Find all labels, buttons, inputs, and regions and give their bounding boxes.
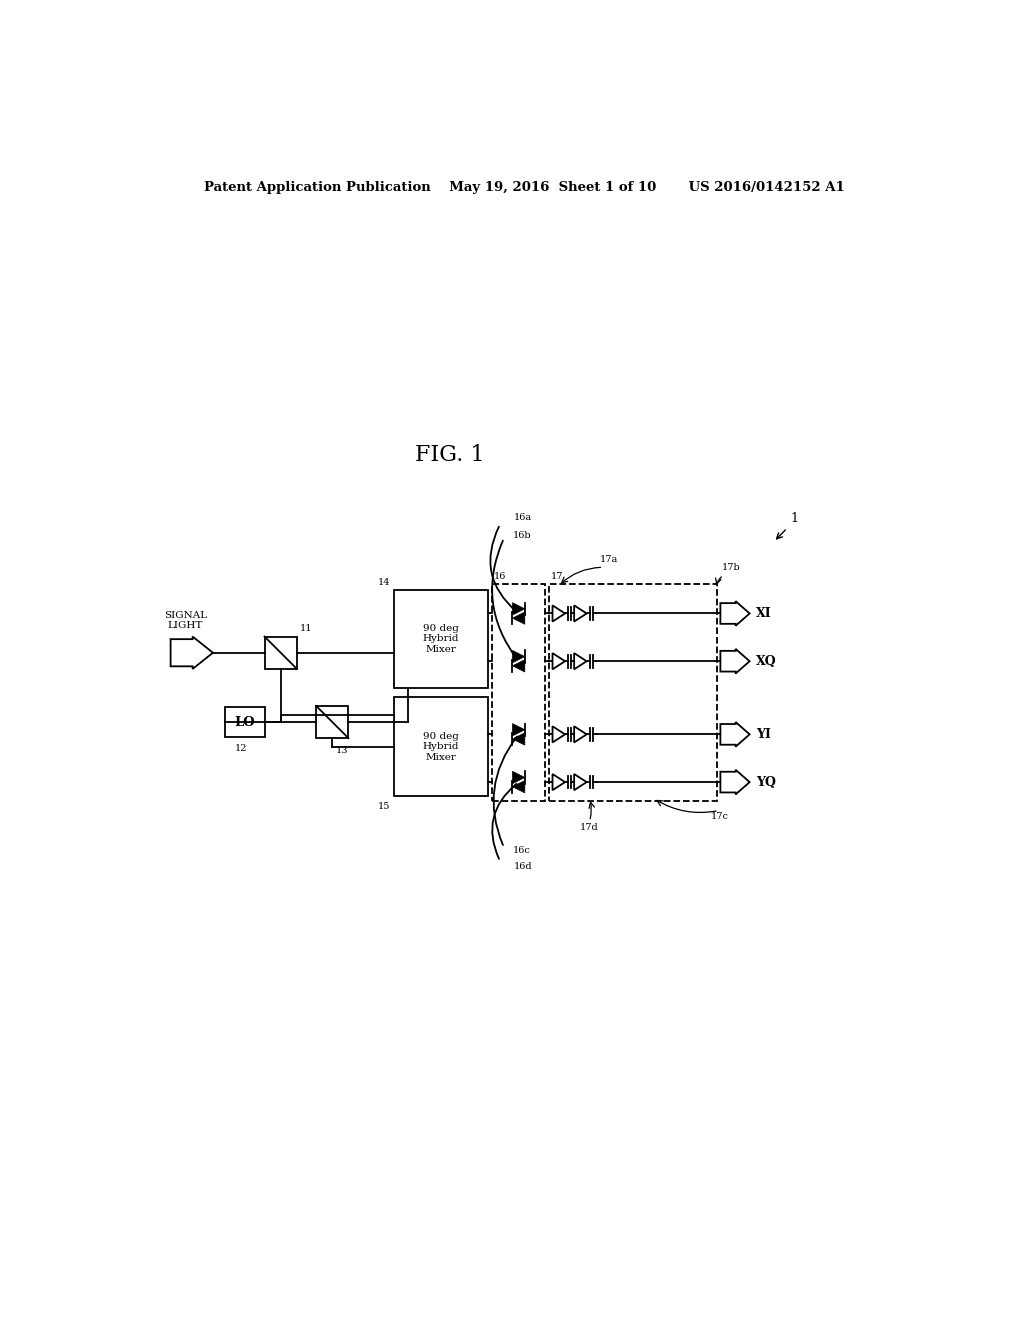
Text: 17a: 17a [599,556,617,564]
Polygon shape [720,722,750,747]
Text: Patent Application Publication    May 19, 2016  Sheet 1 of 10       US 2016/0142: Patent Application Publication May 19, 2… [205,181,845,194]
Text: XI: XI [756,607,771,620]
Polygon shape [512,780,524,793]
Polygon shape [574,726,587,742]
Text: 14: 14 [378,578,390,586]
Bar [224,706,264,738]
Text: 15: 15 [378,803,390,810]
Text: 13: 13 [336,746,348,755]
Bar [264,636,297,669]
Bar [316,706,348,738]
Bar [394,697,487,796]
Text: 17b: 17b [722,562,740,572]
Text: 12: 12 [236,743,248,752]
Polygon shape [171,636,213,669]
Text: 17d: 17d [581,822,599,832]
Polygon shape [574,774,587,791]
Text: 90 deg
Hybrid
Mixer: 90 deg Hybrid Mixer [423,731,459,762]
Text: 16d: 16d [514,862,532,871]
Polygon shape [720,649,750,673]
Polygon shape [512,612,524,624]
Text: 1: 1 [791,512,799,525]
Polygon shape [553,726,565,742]
Bar [493,585,545,801]
Bar [550,585,717,801]
Polygon shape [574,606,587,622]
Polygon shape [512,651,524,663]
Text: 16a: 16a [514,513,532,521]
Text: LO: LO [234,715,255,729]
Text: 90 deg
Hybrid
Mixer: 90 deg Hybrid Mixer [423,624,459,653]
Text: YI: YI [756,727,771,741]
Polygon shape [512,771,524,784]
Polygon shape [720,770,750,795]
Polygon shape [720,601,750,626]
Polygon shape [512,723,524,737]
Text: XQ: XQ [756,655,776,668]
Text: 11: 11 [300,624,312,634]
Polygon shape [553,774,565,791]
Polygon shape [574,653,587,669]
Text: FIG. 1: FIG. 1 [416,444,485,466]
Polygon shape [553,653,565,669]
Text: 17c: 17c [711,812,729,821]
Polygon shape [512,603,524,615]
Text: 16: 16 [494,572,507,581]
Text: SIGNAL
LIGHT: SIGNAL LIGHT [164,611,207,630]
Bar [394,590,487,688]
Text: 17: 17 [551,572,563,581]
Polygon shape [553,606,565,622]
Polygon shape [512,733,524,744]
Text: YQ: YQ [756,776,775,788]
Text: 16b: 16b [513,532,531,540]
Text: 16c: 16c [513,846,531,855]
Polygon shape [512,660,524,672]
